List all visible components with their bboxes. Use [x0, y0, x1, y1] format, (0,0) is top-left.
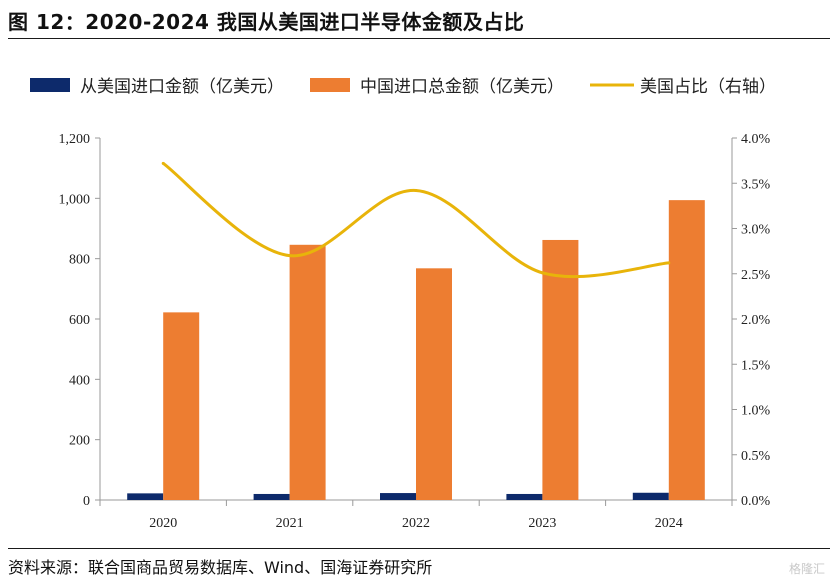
- ratio-point: [288, 254, 292, 258]
- total-import-bar: [416, 268, 452, 500]
- legend-label: 从美国进口金额（亿美元）: [80, 77, 284, 97]
- right-tick-label: 0.5%: [741, 449, 771, 464]
- x-tick-label: 2021: [276, 516, 304, 531]
- us-import-bar: [380, 493, 416, 500]
- figure-title: 图 12：2020-2024 我国从美国进口半导体金额及占比: [8, 10, 525, 34]
- us-import-bar: [632, 492, 669, 500]
- left-tick-label: 200: [69, 434, 90, 449]
- right-tick-label: 0.0%: [741, 494, 771, 509]
- right-tick-label: 1.5%: [741, 358, 771, 373]
- ratio-point: [161, 161, 165, 165]
- total-import-bar: [163, 312, 200, 500]
- left-tick-label: 800: [69, 253, 90, 268]
- total-import-bar: [668, 200, 705, 501]
- right-tick-label: 3.0%: [741, 223, 771, 238]
- x-tick-label: 2020: [149, 516, 177, 531]
- legend-label: 美国占比（右轴）: [640, 77, 776, 97]
- right-tick-label: 4.0%: [741, 132, 771, 147]
- title-rule: [8, 38, 830, 39]
- left-tick-label: 1,200: [59, 132, 91, 147]
- left-tick-label: 1,000: [59, 192, 91, 207]
- ratio-point: [667, 261, 671, 265]
- us-import-bar: [127, 493, 164, 500]
- bars: [127, 200, 705, 501]
- legend-label: 中国进口总金额（亿美元）: [360, 77, 564, 97]
- left-tick-label: 400: [69, 373, 90, 388]
- source-note: 资料来源：联合国商品贸易数据库、Wind、国海证券研究所: [8, 558, 433, 577]
- ratio-point: [414, 188, 418, 192]
- legend-swatch: [30, 78, 70, 92]
- left-tick-label: 0: [83, 494, 90, 509]
- right-tick-label: 3.5%: [741, 177, 771, 192]
- ratio-line: [161, 161, 671, 279]
- right-tick-label: 1.0%: [741, 404, 771, 419]
- ratio-point: [540, 271, 544, 275]
- us-import-bar: [506, 493, 543, 500]
- watermark: 格隆汇: [788, 562, 825, 576]
- chart-svg: 从美国进口金额（亿美元） 中国进口总金额（亿美元） 美国占比（右轴） 0 200 400…: [30, 77, 776, 531]
- total-import-bar: [542, 239, 579, 501]
- axes: 0 200 400 600 800 1,000 1,200 0.0% 0.5% 1.0% 1.5% 2…: [59, 132, 771, 531]
- x-tick-label: 2024: [655, 516, 683, 531]
- source-rule: [8, 548, 830, 549]
- left-tick-label: 600: [69, 313, 90, 328]
- total-import-bar: [289, 244, 326, 500]
- x-tick-label: 2023: [528, 516, 556, 531]
- right-tick-label: 2.5%: [741, 268, 771, 283]
- right-tick-label: 2.0%: [741, 313, 771, 328]
- us-import-bar: [253, 493, 290, 500]
- legend: 从美国进口金额（亿美元） 中国进口总金额（亿美元） 美国占比（右轴）: [30, 77, 776, 97]
- ratio-line-path: [162, 162, 669, 279]
- x-tick-label: 2022: [402, 516, 430, 531]
- legend-swatch: [310, 78, 350, 92]
